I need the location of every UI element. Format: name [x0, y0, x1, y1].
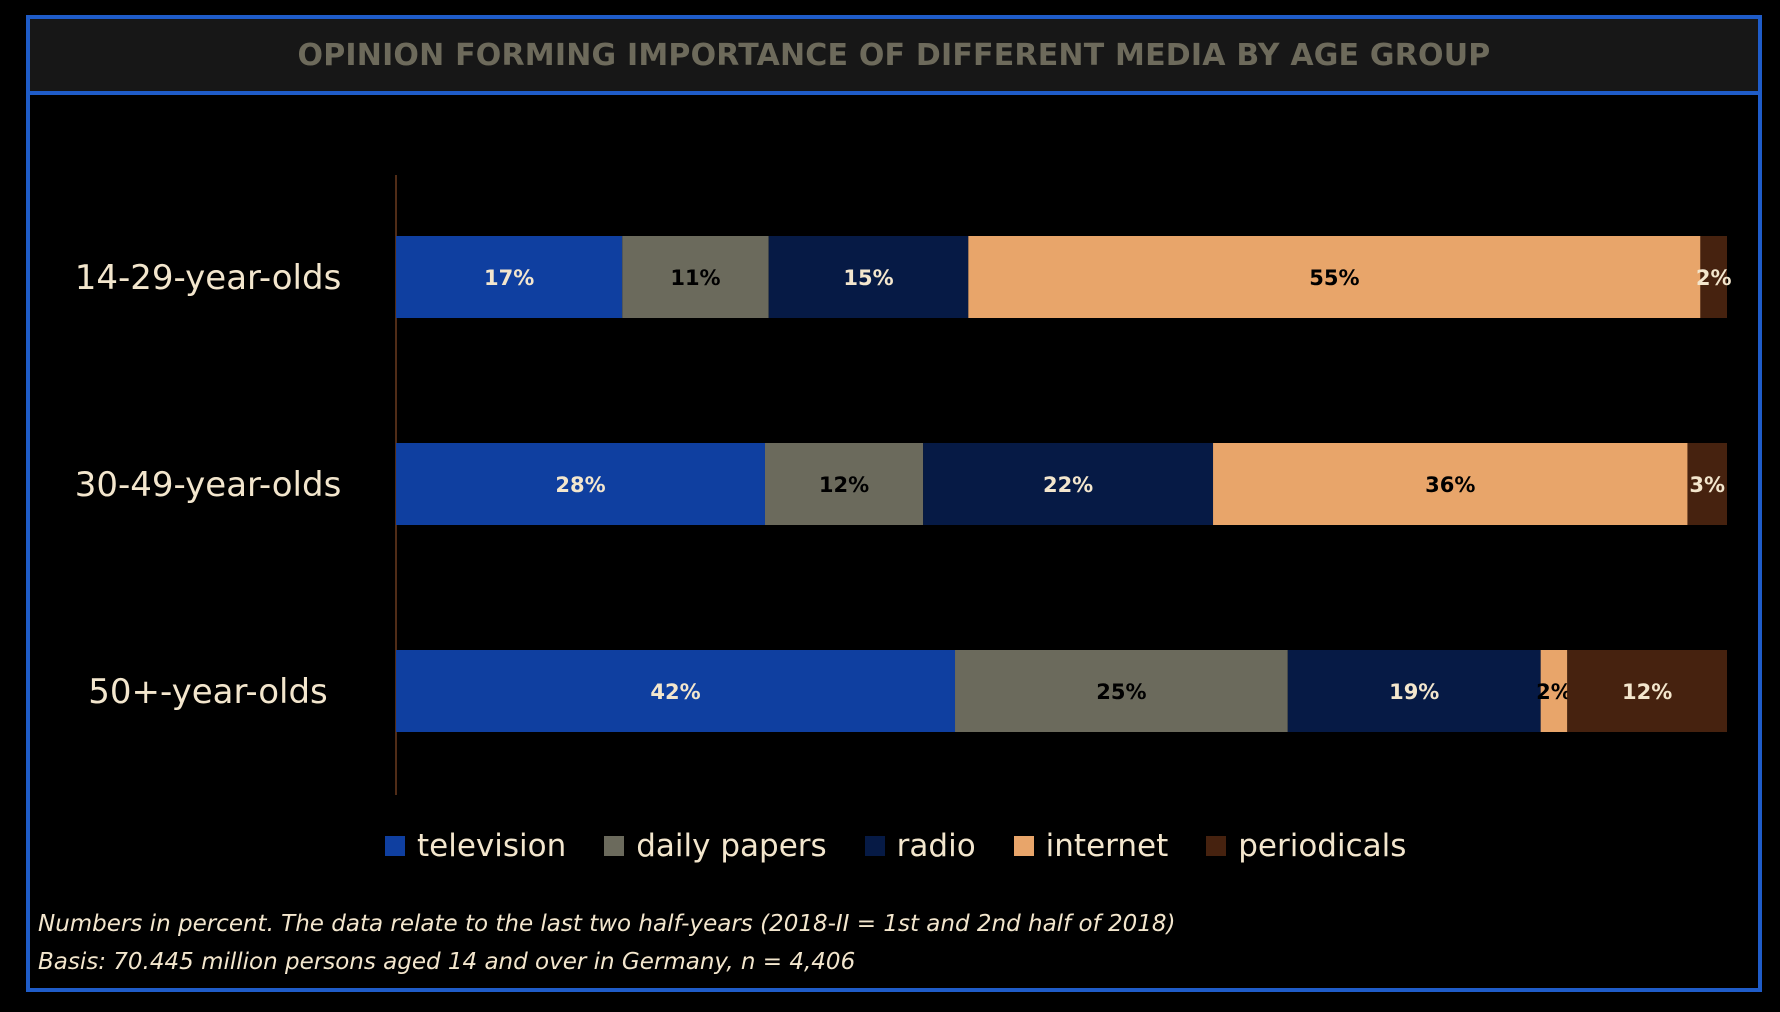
data-label: 42% — [650, 680, 700, 704]
data-label: 36% — [1425, 473, 1475, 497]
data-label: 28% — [555, 473, 605, 497]
legend-item-television: television — [385, 828, 566, 864]
data-label: 3% — [1689, 473, 1725, 497]
legend-label: television — [417, 828, 567, 864]
category-label: 30-49-year-olds — [75, 465, 342, 505]
bar-segment-periodicals — [1687, 443, 1727, 525]
footnotes: Numbers in percent. The data relate to t… — [38, 905, 1175, 981]
legend-label: radio — [896, 828, 976, 864]
bar-segment-radio — [768, 236, 969, 318]
legend-swatch — [385, 836, 405, 856]
bar-segment-television — [396, 236, 623, 318]
data-label: 19% — [1389, 680, 1439, 704]
legend-label: daily papers — [636, 828, 827, 864]
data-label: 55% — [1309, 266, 1359, 290]
legend-item-radio: radio — [864, 828, 976, 864]
bar-segment-radio — [923, 443, 1214, 525]
bar-segment-daily-papers — [622, 236, 769, 318]
data-label: 17% — [484, 266, 534, 290]
footnote-line-2: Basis: 70.445 million persons aged 14 an… — [38, 949, 856, 975]
category-label: 50+-year-olds — [88, 672, 328, 712]
legend-item-internet: internet — [1013, 828, 1169, 864]
legend-label: periodicals — [1238, 828, 1407, 864]
legend-item-periodicals: periodicals — [1206, 828, 1406, 864]
bar-segment-television — [396, 650, 956, 732]
title-bar: OPINION FORMING IMPORTANCE OF DIFFERENT … — [30, 19, 1758, 95]
data-label: 12% — [1622, 680, 1672, 704]
bar-segment-internet — [1540, 650, 1568, 732]
legend-swatch — [1013, 836, 1034, 856]
footnote-line-1: Numbers in percent. The data relate to t… — [38, 911, 1176, 937]
bar-segment-periodicals — [1700, 236, 1727, 318]
legend: television daily papers radio internet perio… — [385, 828, 1406, 864]
data-label: 25% — [1096, 680, 1146, 704]
bar-segment-internet — [968, 236, 1701, 318]
bar-segment-periodicals — [1567, 650, 1727, 732]
legend-swatch — [1206, 836, 1227, 856]
data-label: 2% — [1696, 266, 1732, 290]
legend-item-daily-papers: daily papers — [604, 828, 827, 864]
bar-segment-daily-papers — [955, 650, 1288, 732]
legend-swatch — [864, 836, 885, 856]
category-label: 14-29-year-olds — [75, 258, 342, 298]
bar-segment-daily-papers — [764, 443, 924, 525]
data-label: 22% — [1043, 473, 1093, 497]
legend-label: internet — [1045, 828, 1169, 864]
bar-segment-radio — [1287, 650, 1541, 732]
data-label: 12% — [819, 473, 869, 497]
data-label: 15% — [843, 266, 893, 290]
bar-segment-internet — [1213, 443, 1688, 525]
data-label: 2% — [1536, 680, 1572, 704]
legend-swatch — [604, 836, 625, 856]
data-label: 11% — [670, 266, 720, 290]
chart-title: OPINION FORMING IMPORTANCE OF DIFFERENT … — [297, 37, 1491, 73]
bar-segment-television — [396, 443, 765, 525]
